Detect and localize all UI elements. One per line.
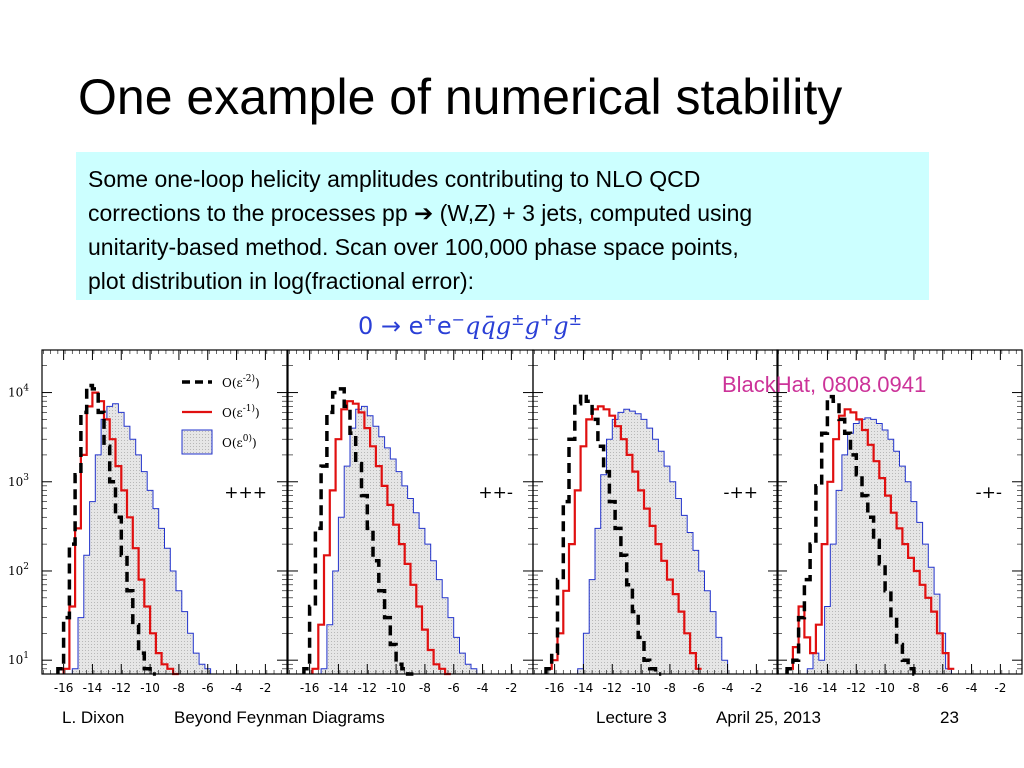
x-tick-label: -6: [202, 681, 214, 695]
x-tick-label: -8: [173, 681, 185, 695]
legend-label: O(ε-2)): [222, 373, 260, 390]
y-tick-label: 101: [8, 651, 29, 667]
x-tick-label: -2: [994, 681, 1006, 695]
x-tick-label: -8: [419, 681, 431, 695]
x-tick-label: -16: [789, 681, 809, 695]
x-tick-label: -4: [231, 681, 243, 695]
legend-swatch-filled: [181, 429, 213, 455]
chart-panel-3: -16 -14 -12 -10 -8 -6 -4 -2 -++: [532, 349, 779, 695]
process-partons: qq̄g: [464, 312, 512, 340]
x-tick-label: -8: [664, 681, 676, 695]
chart-panel-4: -16 -14 -12 -10 -8 -6 -4 -2 -+-: [776, 349, 1023, 695]
footer-lecture: Lecture 3: [596, 708, 667, 727]
series-solid-red-panel-1: [62, 391, 179, 676]
series-dashed-black-panel-2: [302, 387, 414, 676]
panel-helicity-label: -+-: [975, 483, 1002, 503]
x-tick-label: -6: [937, 681, 949, 695]
x-tick-label: -4: [966, 681, 978, 695]
x-tick-label: -14: [574, 681, 594, 695]
x-tick-label: -6: [448, 681, 460, 695]
x-tick-label: -16: [54, 681, 74, 695]
chart-panel-2: -16 -14 -12 -10 -8 -6 -4 -2 ++-: [287, 349, 534, 695]
x-tick-label: -12: [602, 681, 622, 695]
description-line-3: unitarity-based method. Scan over 100,00…: [88, 234, 739, 260]
series-dashed-black-panel-1: [56, 383, 156, 676]
process-em-sup: −: [451, 310, 465, 329]
histogram-panels: -16 -14 -12 -10 -8 -6 -4 -2 101 102 103 104 +++ O(ε-2…: [8, 349, 1023, 695]
description-line-2: corrections to the processes pp ➔ (W,Z) …: [88, 200, 753, 226]
x-tick-label: -6: [693, 681, 705, 695]
process-em: e: [436, 312, 452, 340]
footer-author: L. Dixon: [62, 708, 125, 727]
process-g2: g: [524, 312, 540, 340]
footer-date: April 25, 2013: [716, 708, 821, 727]
y-tick-label: 102: [8, 562, 29, 578]
plot-frame-4: [776, 349, 1023, 675]
series-dashed-black-panel-4: [785, 394, 920, 676]
legend-label: O(ε0)): [222, 433, 257, 450]
x-tick-label: -10: [631, 681, 651, 695]
series-filled-blue-panel-2: [320, 405, 483, 675]
x-tick-label: -12: [846, 681, 866, 695]
series-solid-red-panel-4: [786, 408, 955, 674]
panel-helicity-label: -++: [723, 483, 758, 503]
x-tick-label: -14: [818, 681, 838, 695]
y-tick-label: 103: [8, 473, 29, 489]
y-tick-label: 104: [8, 384, 29, 400]
x-tick-label: -14: [83, 681, 103, 695]
series-filled-blue-panel-1: [71, 403, 217, 675]
process-g1-sup: ±: [511, 310, 525, 329]
x-tick-label: -10: [386, 681, 406, 695]
x-tick-label: -16: [545, 681, 565, 695]
x-tick-label: -4: [477, 681, 489, 695]
panel-helicity-label: +++: [224, 483, 267, 503]
process-ep-sup: +: [423, 310, 437, 329]
x-tick-label: -16: [300, 681, 320, 695]
description-box: Some one-loop helicity amplitudes contri…: [76, 152, 929, 300]
x-tick-label: -14: [329, 681, 349, 695]
process-g3-sup: ±: [568, 310, 583, 329]
footer-page-number: 23: [940, 708, 959, 727]
x-tick-label: -2: [505, 681, 517, 695]
x-tick-label: -10: [875, 681, 895, 695]
process-g2-sup: +: [539, 310, 554, 329]
footer-course: Beyond Feynman Diagrams: [174, 708, 385, 727]
series-dashed-black-panel-3: [544, 392, 662, 676]
process-prefix: 0 → e: [358, 312, 424, 340]
x-tick-label: -4: [722, 681, 734, 695]
slide-title: One example of numerical stability: [78, 69, 843, 125]
plot-frame-1: [41, 349, 288, 675]
x-tick-label: -12: [357, 681, 377, 695]
x-tick-label: -12: [111, 681, 131, 695]
plot-frame-3: [532, 349, 779, 675]
x-tick-label: -2: [259, 681, 271, 695]
description-line-4: plot distribution in log(fractional erro…: [88, 268, 475, 294]
chart-panel-1: -16 -14 -12 -10 -8 -6 -4 -2 101 102 103 104 +++ O(ε-2…: [8, 349, 288, 695]
x-tick-label: -8: [908, 681, 920, 695]
process-formula: 0 → e+e−qq̄g±g+g±: [358, 310, 582, 340]
legend-label: O(ε-1)): [222, 403, 260, 420]
x-tick-label: -2: [750, 681, 762, 695]
credit-label: BlackHat, 0808.0941: [722, 372, 927, 397]
series-solid-red-panel-2: [311, 400, 451, 676]
series-solid-red-panel-3: [544, 405, 702, 674]
description-line-1: Some one-loop helicity amplitudes contri…: [88, 166, 701, 192]
process-g3: g: [553, 312, 569, 340]
x-tick-label: -10: [140, 681, 160, 695]
panel-helicity-label: ++-: [478, 483, 513, 503]
